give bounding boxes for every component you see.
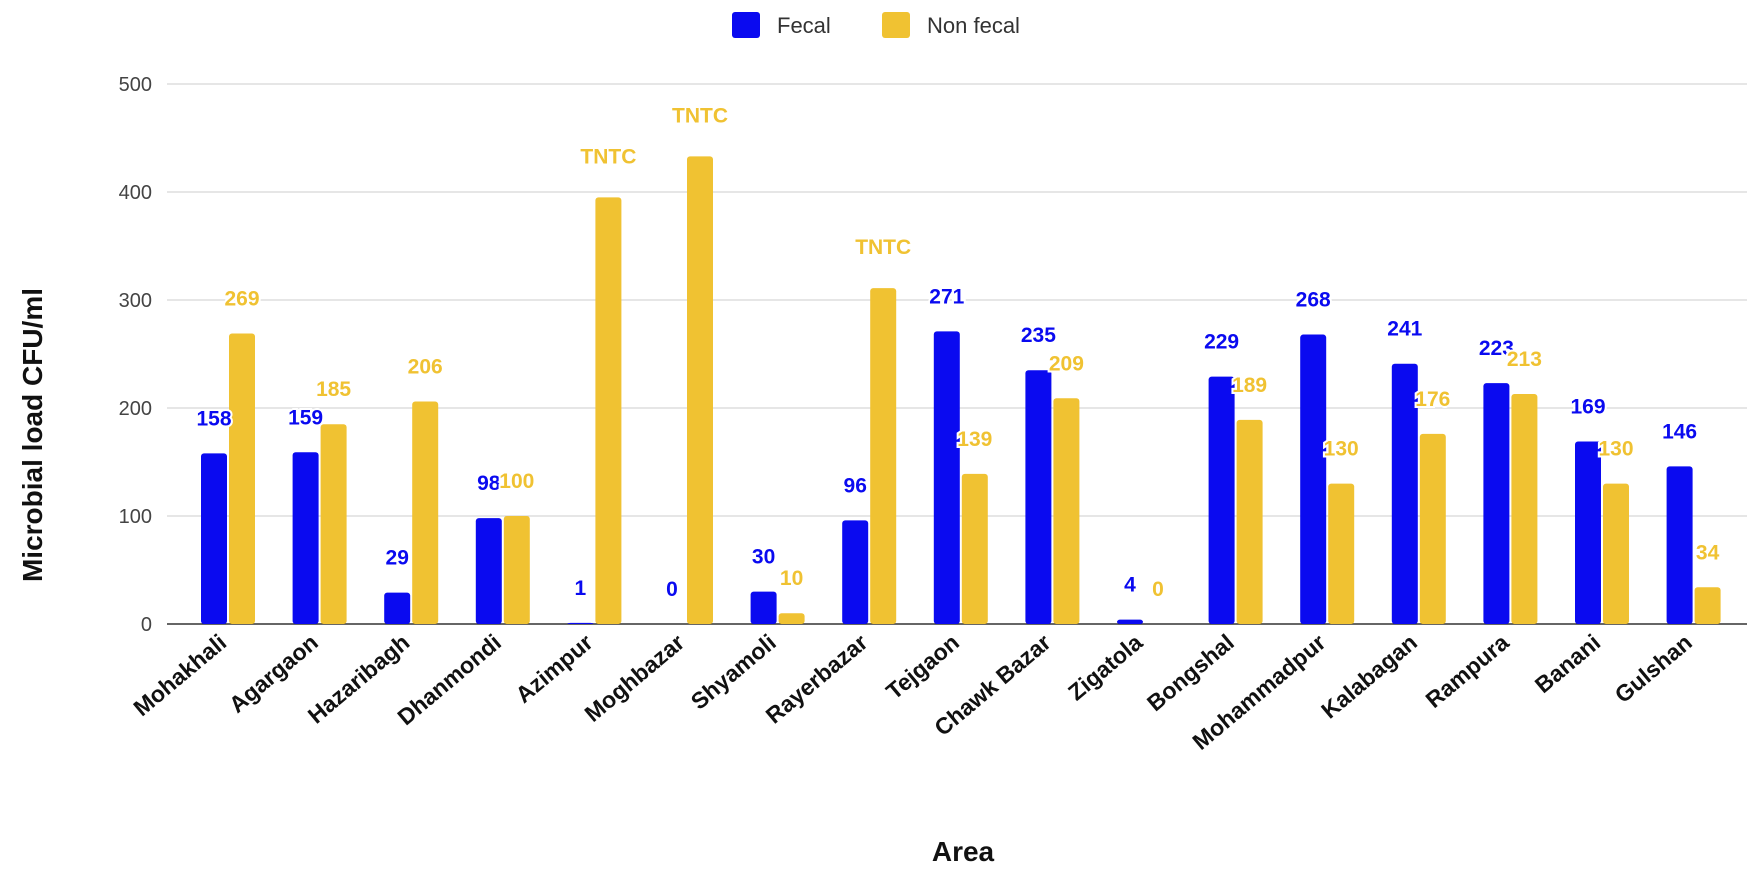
data-label: 1	[575, 577, 587, 600]
x-category-label: Shyamoli	[686, 629, 781, 715]
data-label: 158	[196, 407, 231, 430]
data-label: 130	[1598, 438, 1633, 461]
data-label: 10	[780, 567, 803, 590]
data-label: 98	[477, 472, 501, 495]
bar-fecal	[842, 520, 869, 624]
y-tick-label: 400	[119, 182, 152, 204]
data-label: 159	[288, 406, 323, 429]
bar-fecal	[384, 592, 411, 624]
data-label: 271	[929, 285, 964, 308]
bar-non-fecal	[1053, 398, 1080, 624]
bar-non-fecal	[320, 424, 347, 624]
data-label: 29	[386, 547, 409, 570]
x-category-label: Banani	[1530, 629, 1605, 698]
data-label: 185	[316, 378, 351, 401]
bar-non-fecal	[1694, 587, 1721, 624]
bar-fecal	[1300, 334, 1327, 624]
data-label: 34	[1696, 541, 1720, 564]
data-label: 169	[1570, 395, 1605, 418]
data-label: 130	[1324, 438, 1359, 461]
bar-non-fecal	[687, 156, 713, 625]
data-label: TNTC	[855, 236, 911, 259]
bar-non-fecal	[870, 288, 897, 624]
bar-non-fecal	[961, 473, 988, 624]
data-label: 176	[1415, 388, 1450, 411]
data-label: 146	[1662, 420, 1697, 443]
bar-fecal	[1025, 370, 1052, 624]
bar-fecal	[1483, 383, 1510, 624]
data-label: 0	[666, 578, 678, 601]
bar-non-fecal	[778, 613, 805, 624]
bar-non-fecal	[412, 401, 439, 624]
data-label: TNTC	[580, 145, 636, 168]
data-label: TNTC	[672, 104, 728, 127]
bar-non-fecal	[503, 516, 530, 624]
data-label: 30	[752, 546, 775, 569]
data-label: 229	[1204, 331, 1239, 354]
y-tick-label: 100	[119, 506, 152, 528]
x-category-label: Kalabagan	[1316, 629, 1422, 724]
data-label: 268	[1296, 289, 1331, 312]
bar-fecal	[475, 518, 502, 624]
x-category-label: Moghbazar	[580, 629, 690, 727]
data-label: 235	[1021, 324, 1056, 347]
data-label: 213	[1507, 348, 1542, 371]
y-tick-label: 200	[119, 398, 152, 420]
x-category-label: Azimpur	[510, 629, 597, 708]
bar-fecal	[292, 452, 319, 624]
legend-swatch	[882, 12, 910, 38]
data-label: 209	[1049, 352, 1084, 375]
data-label: 241	[1387, 318, 1422, 341]
data-label: 100	[499, 470, 534, 493]
bar-non-fecal	[1328, 483, 1355, 624]
legend-swatch	[732, 12, 760, 38]
data-label: 189	[1232, 374, 1267, 397]
bar-non-fecal	[1511, 393, 1538, 624]
legend-label: Non fecal	[927, 13, 1020, 38]
bar-fecal	[1575, 441, 1601, 624]
data-label: 269	[224, 287, 259, 310]
legend: Fecal Non fecal	[732, 12, 1020, 38]
data-label: 0	[1152, 578, 1164, 601]
bar-non-fecal	[1419, 433, 1446, 624]
bar-fecal	[933, 331, 960, 624]
y-tick-label: 500	[119, 74, 152, 96]
bar-fecal	[1666, 466, 1693, 624]
bar-fecal	[750, 591, 777, 624]
bar-non-fecal	[1236, 419, 1263, 624]
data-label: 139	[957, 428, 992, 451]
x-category-label: Gulshan	[1610, 629, 1697, 708]
data-label: 96	[844, 474, 867, 497]
y-axis-title: Microbial load CFU/ml	[17, 288, 48, 582]
data-label: 223	[1479, 337, 1514, 360]
bar-fecal	[1117, 619, 1143, 624]
y-axis-ticks: 0 100 200 300 400 500	[119, 74, 152, 636]
x-category-label: Tejgaon	[881, 629, 964, 704]
data-label: 4	[1124, 574, 1136, 597]
data-label: 206	[408, 356, 443, 379]
x-category-label: Mohakhali	[128, 629, 231, 721]
bar-fecal	[1208, 376, 1235, 624]
bars	[201, 156, 1721, 625]
bar-fecal	[567, 622, 594, 624]
x-axis-title: Area	[932, 836, 995, 867]
bar-non-fecal	[595, 197, 622, 624]
bar-fecal	[201, 453, 227, 624]
x-category-label: Rampura	[1421, 629, 1514, 713]
bar-fecal	[1391, 363, 1418, 624]
bar-non-fecal	[229, 333, 255, 624]
x-category-label: Rayerbazar	[761, 629, 873, 729]
bar-non-fecal	[1603, 483, 1629, 624]
y-tick-label: 300	[119, 290, 152, 312]
y-tick-label: 0	[141, 614, 152, 636]
x-category-label: Zigatola	[1063, 629, 1147, 706]
legend-label: Fecal	[777, 13, 831, 38]
